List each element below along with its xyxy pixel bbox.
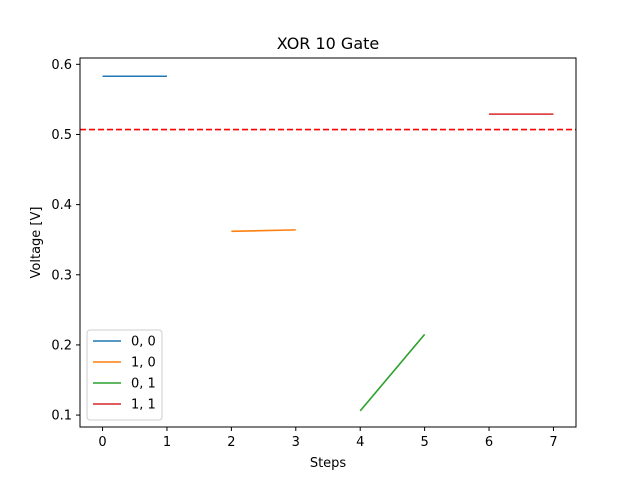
x-tick-label: 6 — [485, 435, 493, 450]
legend-label: 1, 1 — [131, 398, 156, 413]
x-tick-label: 5 — [420, 435, 428, 450]
y-tick-label: 0.5 — [51, 128, 72, 143]
x-tick-label: 7 — [549, 435, 557, 450]
series-line — [359, 333, 426, 412]
x-tick-label: 0 — [98, 435, 106, 450]
x-tick-label: 3 — [292, 435, 300, 450]
legend: 0, 0 1, 0 0, 1 1, 1 — [86, 329, 163, 421]
x-tick-label: 2 — [227, 435, 235, 450]
plot-area — [80, 75, 576, 412]
y-tick-label: 0.3 — [51, 268, 72, 283]
legend-frame — [86, 329, 163, 421]
y-tick-label: 0.2 — [51, 338, 72, 353]
legend-label: 1, 0 — [131, 356, 156, 371]
legend-label: 0, 1 — [131, 377, 156, 392]
x-tick-label: 4 — [356, 435, 364, 450]
y-axis-title: Voltage [V] — [29, 207, 44, 279]
chart-title: XOR 10 Gate — [277, 34, 380, 53]
series-line — [231, 229, 296, 233]
x-tick-label: 1 — [163, 435, 171, 450]
y-tick-label: 0.4 — [51, 198, 72, 213]
plot-frame — [79, 57, 577, 428]
y-tick-label: 0.1 — [51, 409, 72, 424]
x-axis-title: Steps — [310, 456, 347, 471]
y-tick-label: 0.6 — [51, 58, 72, 73]
legend-label: 0, 0 — [131, 335, 156, 350]
